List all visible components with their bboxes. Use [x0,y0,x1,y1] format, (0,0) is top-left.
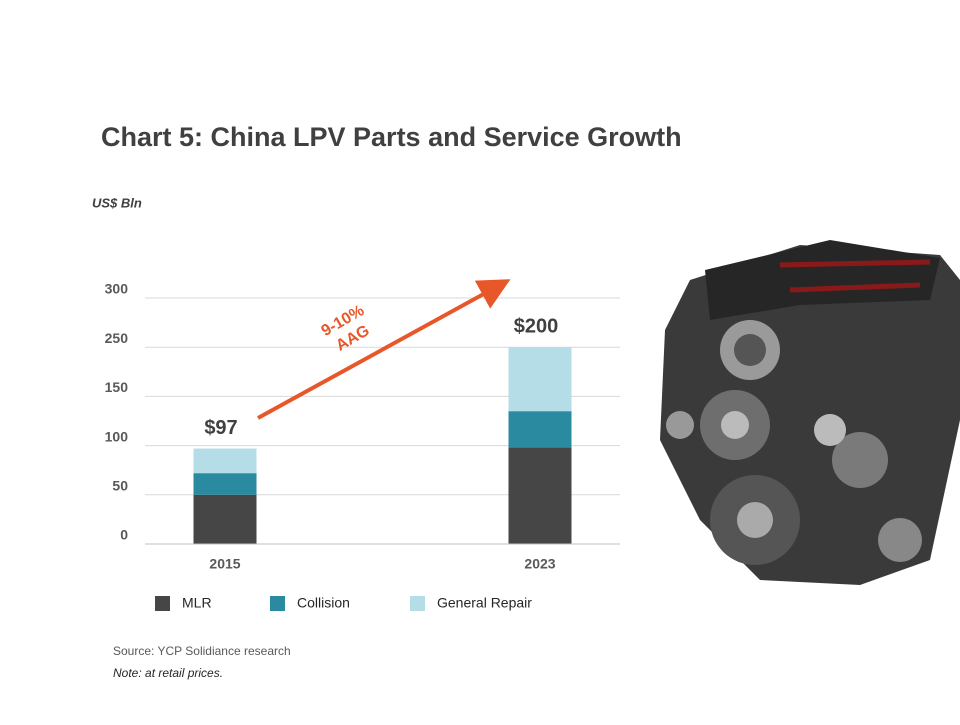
legend-swatch [270,596,285,611]
y-tick-label: 0 [120,527,128,543]
annotation: 9-10%AAG [319,302,373,355]
bar-segment [193,494,257,544]
legend-label: Collision [297,595,350,611]
chart-title: Chart 5: China LPV Parts and Service Gro… [101,122,682,152]
y-tick-label: 150 [105,379,129,395]
y-tick-label: 250 [105,330,129,346]
total-label: $97 [204,417,237,439]
engine-image [660,240,960,585]
growth-arrow [257,279,511,420]
x-tick-label: 2023 [524,556,555,572]
note: Note: at retail prices. [113,666,223,680]
source: Source: YCP Solidiance research [113,644,291,658]
y-axis-title: US$ Bln [92,195,142,210]
y-tick-label: 50 [112,478,128,494]
legend-label: MLR [182,595,212,611]
y-tick-label: 100 [105,428,129,444]
legend-label: General Repair [437,595,532,611]
total-label: $200 [514,315,559,337]
bar-segment [508,411,572,448]
bar-segment [508,347,572,412]
bar-segment [193,473,257,495]
legend-swatch [410,596,425,611]
x-tick-label: 2015 [209,556,240,572]
bar-segment [508,447,572,544]
legend-swatch [155,596,170,611]
y-tick-label: 300 [105,281,129,297]
bar-segment [193,448,257,474]
